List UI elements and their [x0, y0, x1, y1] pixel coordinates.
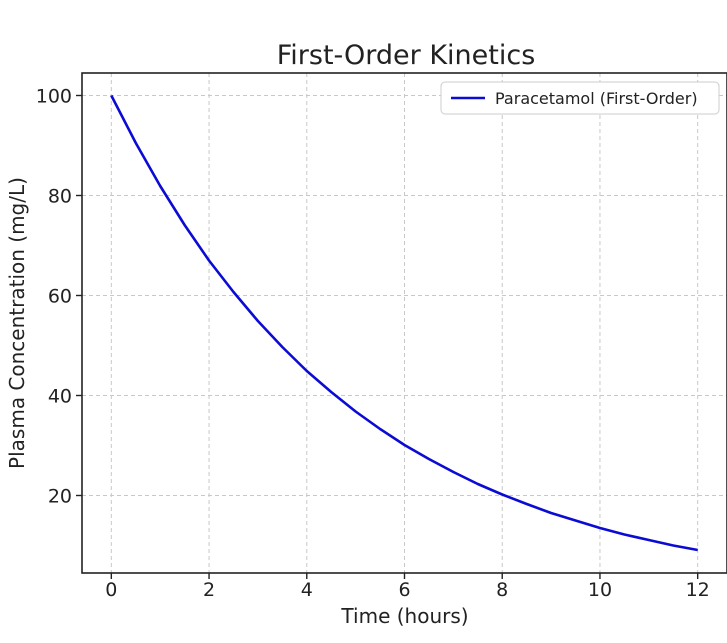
legend: Paracetamol (First-Order)	[440, 81, 720, 115]
y-axis-label: Plasma Concentration (mg/L)	[5, 177, 29, 469]
x-tick-label: 12	[686, 579, 710, 601]
plot-area	[110, 94, 698, 552]
chart-title: First-Order Kinetics	[277, 40, 536, 71]
x-axis: 0 2 4 6 8 10 12	[105, 573, 710, 601]
x-tick-label: 6	[398, 579, 410, 601]
x-tick-label: 8	[496, 579, 508, 601]
plot-frame	[81, 72, 727, 574]
x-tick-label: 0	[105, 579, 117, 601]
legend-label: Paracetamol (First-Order)	[495, 89, 698, 108]
x-tick-label: 2	[203, 579, 215, 601]
series-line-paracetamol	[110, 94, 698, 552]
y-tick-label: 20	[48, 486, 72, 508]
y-tick-label: 40	[48, 386, 72, 408]
y-tick-label: 100	[36, 86, 72, 108]
legend-box	[440, 81, 720, 115]
grid	[82, 73, 727, 573]
x-axis-label: Time (hours)	[340, 604, 468, 628]
x-tick-label: 4	[301, 579, 313, 601]
y-tick-label: 80	[48, 186, 72, 208]
y-axis: 20 40 60 80 100	[36, 86, 82, 508]
y-tick-label: 60	[48, 286, 72, 308]
x-tick-label: 10	[588, 579, 612, 601]
